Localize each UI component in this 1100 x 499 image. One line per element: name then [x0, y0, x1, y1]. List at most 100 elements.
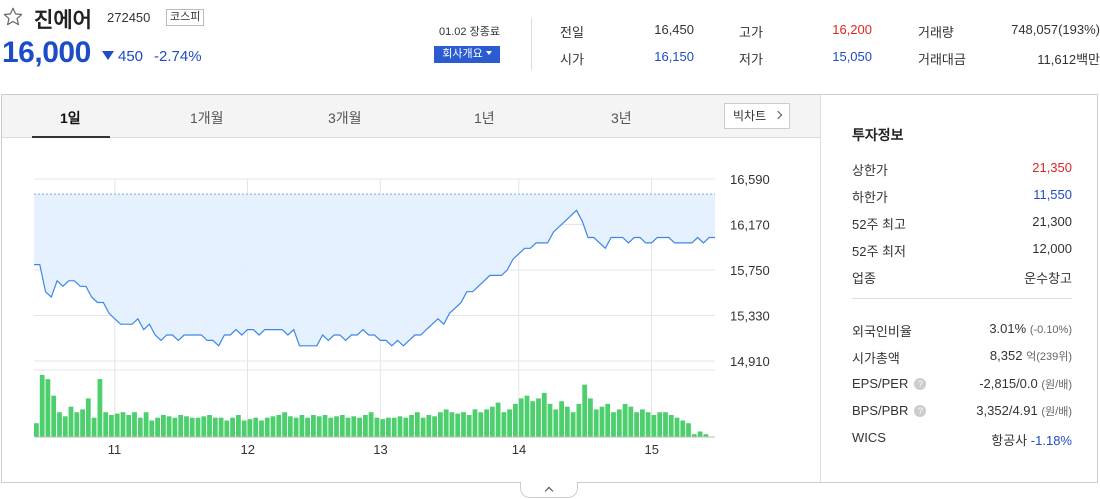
- tab-3m[interactable]: 3개월: [328, 110, 362, 126]
- volume-bar: [201, 416, 207, 437]
- foreign-ratio-label: 외국인비율: [852, 324, 912, 339]
- tab-3y[interactable]: 3년: [611, 110, 632, 126]
- market-cap-row: 시가총액 8,352 억(239위): [852, 348, 1072, 367]
- sector-label: 업종: [852, 271, 876, 286]
- help-icon[interactable]: ?: [914, 405, 927, 417]
- volume-bar: [97, 379, 103, 437]
- period-tabs: 1일 1개월 3개월 1년 3년 빅차트: [2, 95, 820, 138]
- market-cap-unit: 억: [1026, 351, 1037, 363]
- volume-bar: [386, 417, 391, 437]
- volume-bar: [645, 412, 651, 437]
- volume-bar: [132, 412, 137, 437]
- volume-bar: [218, 417, 224, 437]
- volume-bar: [536, 398, 541, 437]
- volume-bar: [484, 409, 489, 437]
- volume-bar: [351, 416, 357, 437]
- volume-bar: [109, 415, 114, 437]
- y-tick-label: 14,910: [730, 354, 770, 369]
- collapse-chart-button[interactable]: [520, 482, 578, 498]
- volume-bar: [316, 416, 322, 437]
- sector-row: 업종 운수창고: [852, 268, 1072, 287]
- prev-close-label: 전일: [560, 25, 584, 40]
- help-icon[interactable]: ?: [914, 378, 927, 390]
- volume-bar: [149, 420, 155, 437]
- volume-bar: [518, 398, 524, 437]
- volume-bar: [62, 416, 68, 437]
- volume-bar: [426, 415, 432, 437]
- chevron-right-icon: [773, 110, 783, 120]
- price-line: [34, 209, 715, 347]
- volume-bar: [363, 415, 368, 437]
- volume-bar: [334, 416, 339, 437]
- volume-bar: [270, 416, 276, 437]
- volume-bar: [466, 415, 472, 437]
- upper-limit-row: 상한가 21,350: [852, 160, 1072, 179]
- company-overview-button[interactable]: 회사개요: [434, 46, 500, 63]
- volume-bar: [513, 403, 518, 437]
- company-overview-label: 회사개요: [442, 48, 483, 60]
- sector-value[interactable]: 운수창고: [1024, 271, 1072, 286]
- volume-bar: [212, 417, 218, 437]
- market-cap-value: 8,352: [989, 348, 1023, 363]
- investment-info: 투자정보 상한가 21,350 하한가 11,550 52주 최고 21,300 52…: [820, 95, 1097, 482]
- volume-bar: [103, 412, 109, 437]
- volume-bar: [276, 415, 282, 437]
- tab-1y[interactable]: 1년: [474, 110, 495, 126]
- volume-bar: [74, 412, 80, 437]
- down-arrow-icon: [102, 51, 114, 60]
- y-tick-label: 15,330: [730, 309, 770, 324]
- volume-bar: [553, 409, 559, 437]
- y-tick-label: 15,750: [730, 263, 770, 278]
- volume-bar: [322, 415, 328, 437]
- star-icon[interactable]: [2, 6, 24, 28]
- volume-bar: [640, 409, 645, 437]
- foreign-ratio-change: (-0.10%): [1029, 324, 1072, 336]
- volume-bar: [57, 412, 62, 437]
- eps-per-label: EPS/PER: [852, 376, 909, 391]
- wics-value[interactable]: 항공사: [991, 433, 1028, 448]
- eps-per-row: EPS/PER? -2,815/0.0 (원/배): [852, 376, 1072, 391]
- price-chart[interactable]: 16,590 16,170 15,750 15,330 14,910 11 12 13 14 15: [2, 139, 820, 482]
- w52-high-value: 21,300: [1032, 214, 1072, 229]
- volume-bar: [686, 423, 691, 437]
- volume-bar: [657, 412, 663, 437]
- volume-value: 748,057(193%): [1011, 22, 1100, 37]
- w52-high-row: 52주 최고 21,300: [852, 214, 1072, 233]
- volume-bar: [137, 417, 143, 437]
- volume-bar: [253, 417, 259, 437]
- info-divider: [852, 298, 1072, 299]
- volume-bar: [449, 412, 455, 437]
- volume-bar: [287, 416, 293, 437]
- volume-bar: [541, 392, 547, 437]
- volume-bar: [293, 417, 299, 437]
- tab-1m[interactable]: 1개월: [190, 110, 224, 126]
- market-close-label: 01.02 장종료: [439, 26, 500, 38]
- volume-bar: [547, 403, 553, 437]
- price-change: 450: [102, 48, 143, 65]
- volume-bar: [45, 379, 51, 437]
- volume-bar: [507, 409, 512, 437]
- x-tick-label: 14: [512, 442, 526, 457]
- tab-1d[interactable]: 1일: [60, 110, 81, 126]
- caret-down-icon: [485, 51, 492, 55]
- current-price: 16,000: [2, 36, 91, 69]
- bps-pbr-label: BPS/PBR: [852, 403, 909, 418]
- volume-bar: [236, 415, 241, 437]
- high-label: 고가: [739, 25, 763, 40]
- w52-low-row: 52주 최저 12,000: [852, 241, 1072, 260]
- x-tick-label: 13: [373, 442, 387, 457]
- volume-bar: [674, 417, 680, 437]
- volume-bar: [703, 434, 709, 437]
- volume-bar: [282, 412, 287, 437]
- big-chart-button[interactable]: 빅차트: [724, 103, 790, 129]
- volume-bar: [582, 384, 588, 437]
- w52-low-label: 52주 최저: [852, 244, 906, 259]
- volume-bar: [414, 412, 420, 437]
- volume-bar: [478, 412, 484, 437]
- volume-bar: [172, 417, 178, 437]
- volume-bar: [663, 412, 668, 437]
- volume-bar: [195, 417, 201, 437]
- divider: [531, 18, 532, 70]
- info-title: 투자정보: [852, 127, 904, 143]
- volume-bar: [114, 413, 120, 437]
